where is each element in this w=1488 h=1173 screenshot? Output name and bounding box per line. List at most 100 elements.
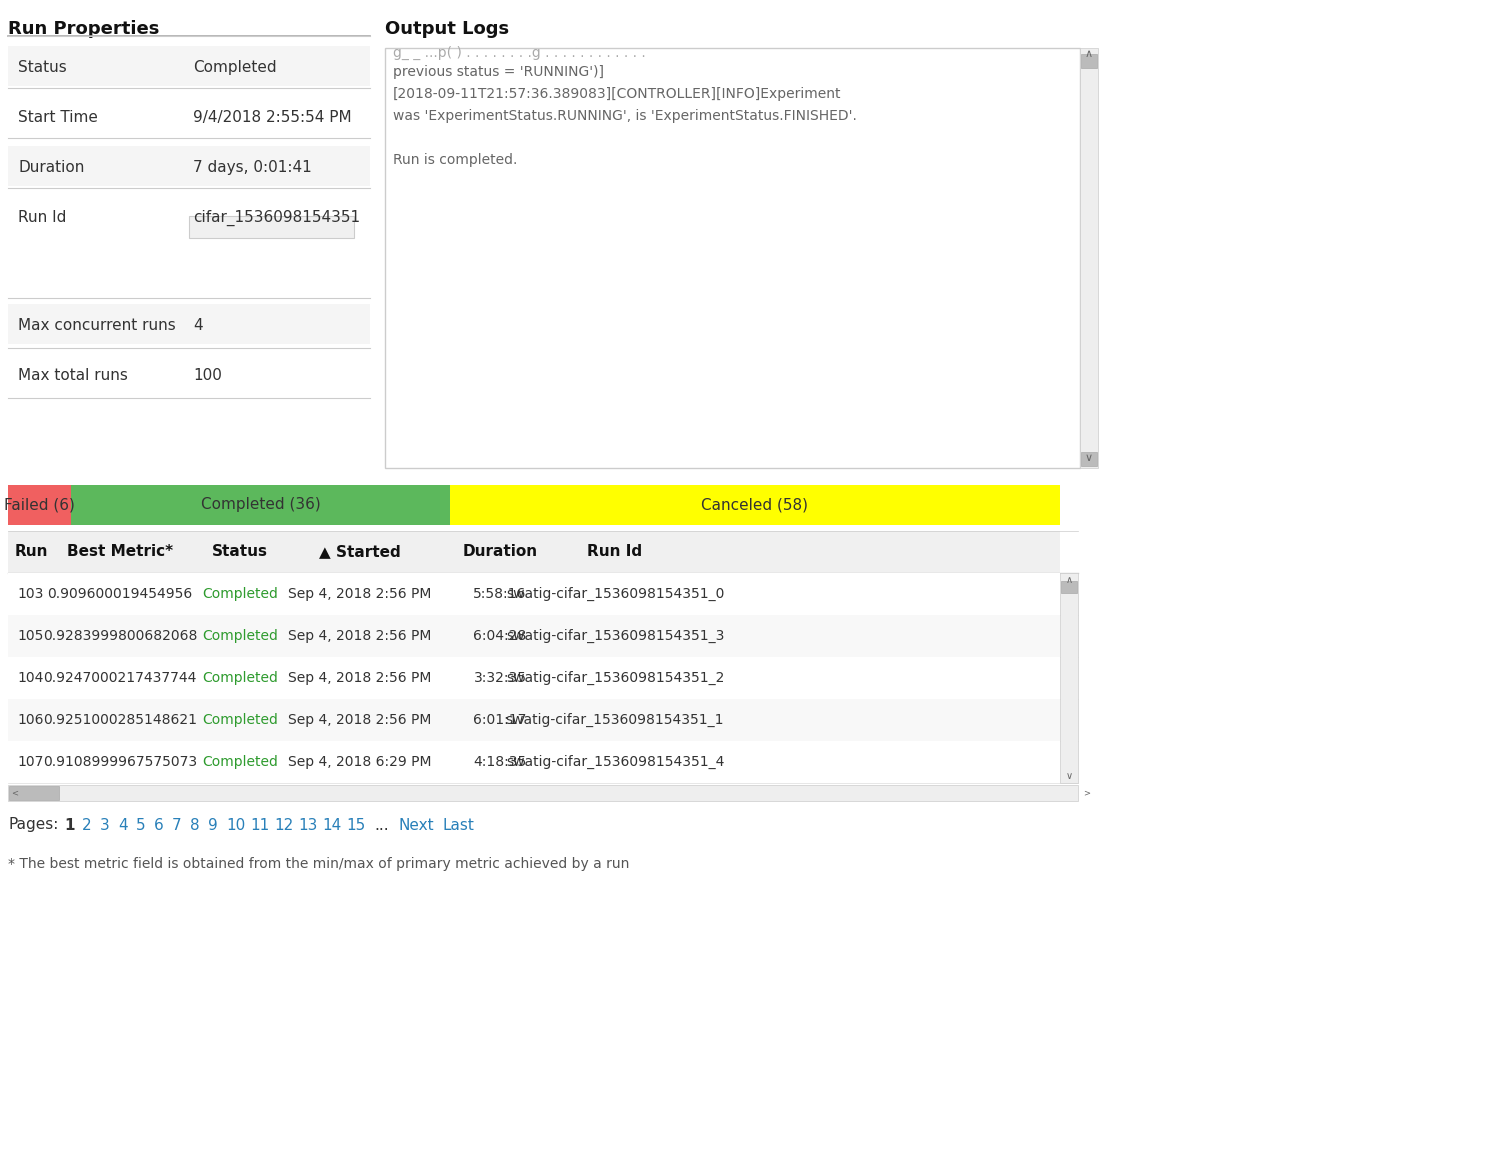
- Text: 7: 7: [173, 818, 182, 833]
- Text: Sep 4, 2018 2:56 PM: Sep 4, 2018 2:56 PM: [289, 586, 432, 601]
- Text: 14: 14: [321, 818, 341, 833]
- Text: 107: 107: [18, 755, 45, 769]
- Text: swatig-cifar_1536098154351_1: swatig-cifar_1536098154351_1: [506, 713, 725, 727]
- Text: 6: 6: [153, 818, 164, 833]
- Bar: [1061, 581, 1077, 594]
- Text: swatig-cifar_1536098154351_2: swatig-cifar_1536098154351_2: [506, 671, 725, 685]
- Text: Run Properties: Run Properties: [7, 20, 159, 38]
- Text: 104: 104: [18, 671, 45, 685]
- Text: was 'ExperimentStatus.RUNNING', is 'ExperimentStatus.FINISHED'.: was 'ExperimentStatus.RUNNING', is 'Expe…: [393, 109, 857, 123]
- Text: Completed (36): Completed (36): [201, 497, 320, 513]
- Text: 8: 8: [190, 818, 199, 833]
- Text: >: >: [1083, 788, 1091, 798]
- Bar: [7, 699, 1059, 741]
- Text: [2018-09-11T21:57:36.389083][CONTROLLER][INFO]Experiment: [2018-09-11T21:57:36.389083][CONTROLLER]…: [393, 87, 842, 101]
- FancyBboxPatch shape: [7, 8, 371, 1173]
- Text: Output Logs: Output Logs: [385, 20, 509, 38]
- Bar: [449, 484, 1059, 526]
- FancyBboxPatch shape: [1080, 48, 1098, 468]
- Text: * The best metric field is obtained from the min/max of primary metric achieved : * The best metric field is obtained from…: [7, 857, 629, 872]
- Text: 103: 103: [18, 586, 45, 601]
- Bar: [7, 354, 371, 394]
- Bar: [7, 531, 1059, 572]
- Text: ∧: ∧: [1065, 575, 1073, 585]
- Text: Sep 4, 2018 6:29 PM: Sep 4, 2018 6:29 PM: [289, 755, 432, 769]
- Text: Status: Status: [211, 544, 268, 560]
- Text: 0.9283999800682068: 0.9283999800682068: [43, 629, 198, 643]
- Text: 0.9247000217437744: 0.9247000217437744: [43, 671, 196, 685]
- Bar: [7, 572, 1059, 615]
- Text: 5:58:16: 5:58:16: [473, 586, 527, 601]
- Text: Run: Run: [15, 544, 48, 560]
- Text: Next: Next: [397, 818, 433, 833]
- Text: 5: 5: [135, 818, 146, 833]
- Text: Duration: Duration: [18, 160, 85, 175]
- Text: Status: Status: [18, 60, 67, 75]
- Text: swatig-cifar_1536098154351_3: swatig-cifar_1536098154351_3: [506, 629, 725, 643]
- Text: 6:01:17: 6:01:17: [473, 713, 527, 727]
- Bar: [7, 785, 1077, 801]
- Bar: [7, 657, 1059, 699]
- Bar: [7, 96, 371, 136]
- Text: ∨: ∨: [1065, 771, 1073, 781]
- Text: Run is completed.: Run is completed.: [393, 152, 518, 167]
- Text: Completed: Completed: [193, 60, 277, 75]
- Bar: [7, 484, 71, 526]
- Text: Completed: Completed: [202, 586, 278, 601]
- Text: 4:18:35: 4:18:35: [473, 755, 527, 769]
- Text: swatig-cifar_1536098154351_4: swatig-cifar_1536098154351_4: [506, 755, 725, 769]
- Bar: [7, 741, 1059, 784]
- Text: 9/4/2018 2:55:54 PM: 9/4/2018 2:55:54 PM: [193, 110, 351, 126]
- Text: Last: Last: [442, 818, 473, 833]
- FancyBboxPatch shape: [189, 216, 354, 238]
- Text: 9: 9: [208, 818, 217, 833]
- Text: Max total runs: Max total runs: [18, 368, 128, 384]
- Text: ...: ...: [373, 818, 388, 833]
- Text: 3: 3: [100, 818, 110, 833]
- Text: Sep 4, 2018 2:56 PM: Sep 4, 2018 2:56 PM: [289, 713, 432, 727]
- Text: Sep 4, 2018 2:56 PM: Sep 4, 2018 2:56 PM: [289, 629, 432, 643]
- Bar: [1059, 572, 1077, 784]
- Bar: [7, 615, 1059, 657]
- Text: Max concurrent runs: Max concurrent runs: [18, 318, 176, 333]
- Text: Sep 4, 2018 2:56 PM: Sep 4, 2018 2:56 PM: [289, 671, 432, 685]
- Bar: [7, 46, 371, 86]
- Bar: [71, 484, 449, 526]
- Text: 3:32:35: 3:32:35: [473, 671, 527, 685]
- Text: 105: 105: [18, 629, 45, 643]
- Text: Completed: Completed: [202, 671, 278, 685]
- Text: Run Id: Run Id: [588, 544, 643, 560]
- Bar: [9, 786, 60, 800]
- Text: Best Metric*: Best Metric*: [67, 544, 173, 560]
- Text: 13: 13: [298, 818, 317, 833]
- Text: <: <: [12, 788, 18, 798]
- Text: ∨: ∨: [1085, 453, 1094, 463]
- Text: Start Time: Start Time: [18, 110, 98, 126]
- Text: ▲ Started: ▲ Started: [318, 544, 400, 560]
- FancyBboxPatch shape: [1080, 452, 1097, 466]
- FancyBboxPatch shape: [385, 48, 1080, 468]
- Text: 10: 10: [226, 818, 246, 833]
- Text: Duration: Duration: [463, 544, 537, 560]
- Bar: [7, 196, 371, 286]
- Text: 15: 15: [347, 818, 365, 833]
- Text: 100: 100: [193, 368, 222, 384]
- Text: 2: 2: [82, 818, 92, 833]
- Text: Completed: Completed: [202, 755, 278, 769]
- Text: cifar_1536098154351: cifar_1536098154351: [193, 210, 360, 226]
- Text: Completed: Completed: [202, 629, 278, 643]
- Text: Canceled (58): Canceled (58): [701, 497, 808, 513]
- Text: 0.9108999967575073: 0.9108999967575073: [43, 755, 196, 769]
- Text: 7 days, 0:01:41: 7 days, 0:01:41: [193, 160, 312, 175]
- Text: 0.909600019454956: 0.909600019454956: [48, 586, 192, 601]
- Text: swatig-cifar_1536098154351_0: swatig-cifar_1536098154351_0: [506, 586, 725, 601]
- Text: 0.9251000285148621: 0.9251000285148621: [43, 713, 196, 727]
- Text: 4: 4: [193, 318, 202, 333]
- Bar: [7, 304, 371, 344]
- Text: Run Id: Run Id: [18, 210, 67, 225]
- Text: 11: 11: [250, 818, 269, 833]
- Text: Failed (6): Failed (6): [4, 497, 74, 513]
- Text: 4: 4: [118, 818, 128, 833]
- Text: ∧: ∧: [1085, 49, 1094, 59]
- Bar: [7, 145, 371, 187]
